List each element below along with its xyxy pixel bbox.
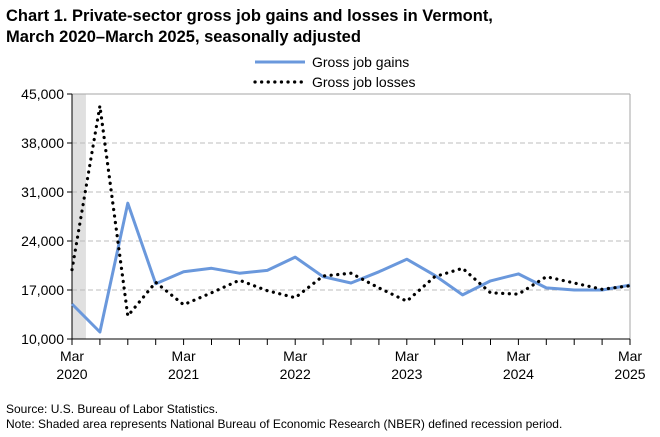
y-tick-label: 45,000	[21, 86, 64, 102]
x-tick-month: Mar	[172, 348, 196, 364]
recession-shading	[72, 94, 86, 339]
x-tick-year: 2022	[280, 366, 311, 382]
x-tick-year: 2024	[503, 366, 534, 382]
y-tick-label: 24,000	[21, 233, 64, 249]
x-tick-year: 2023	[391, 366, 422, 382]
source-note: Source: U.S. Bureau of Labor Statistics.	[6, 402, 219, 416]
y-tick-label: 10,000	[21, 331, 64, 347]
x-tick-year: 2025	[614, 366, 645, 382]
y-tick-label: 31,000	[21, 184, 64, 200]
x-tick-month: Mar	[618, 348, 642, 364]
title-line-2: March 2020–March 2025, seasonally adjust…	[6, 28, 361, 46]
x-tick-month: Mar	[283, 348, 307, 364]
y-tick-label: 17,000	[21, 282, 64, 298]
title-line-1: Chart 1. Private-sector gross job gains …	[6, 7, 493, 25]
x-tick-month: Mar	[395, 348, 419, 364]
x-tick-year: 2021	[168, 366, 199, 382]
x-tick-month: Mar	[60, 348, 84, 364]
plot-area	[72, 94, 630, 339]
x-tick-month: Mar	[506, 348, 530, 364]
legend-label: Gross job losses	[312, 74, 415, 90]
x-tick-year: 2020	[56, 366, 87, 382]
y-tick-label: 38,000	[21, 135, 64, 151]
chart-title: Chart 1. Private-sector gross job gains …	[6, 6, 493, 48]
legend-label: Gross job gains	[312, 54, 409, 70]
footnote: Note: Shaded area represents National Bu…	[6, 417, 563, 431]
